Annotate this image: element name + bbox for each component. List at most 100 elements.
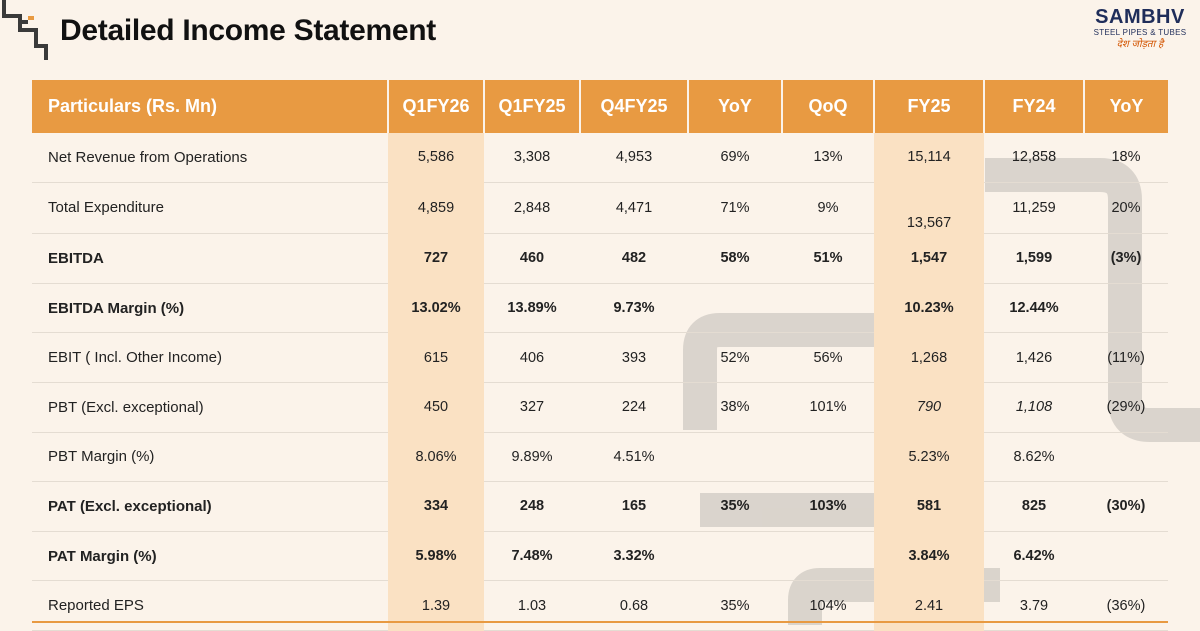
- table-cell: 5.23%: [874, 432, 984, 483]
- column-header-fy24: FY24: [984, 80, 1085, 133]
- table-cell: 2,848: [484, 182, 580, 235]
- table-cell: [782, 283, 874, 334]
- table-cell: 10.23%: [874, 283, 984, 334]
- table-cell: 8.06%: [388, 432, 484, 483]
- corner-pipe-icon: [2, 0, 48, 60]
- table-cell: 4.51%: [580, 432, 688, 483]
- table-row: PBT Margin (%) 8.06% 9.89% 4.51% 5.23% 8.62%: [32, 432, 1168, 483]
- table-cell: 103%: [782, 481, 874, 532]
- table-cell: 12,858: [984, 133, 1084, 183]
- table-cell: 69%: [688, 133, 782, 183]
- column-header-yoy: YoY: [688, 80, 783, 133]
- table-cell: 393: [580, 332, 688, 383]
- table-cell: 9%: [782, 182, 874, 235]
- table-cell: 35%: [688, 481, 782, 532]
- table-row: EBITDA Margin (%) 13.02% 13.89% 9.73% 10.23%…: [32, 283, 1168, 334]
- table-row: PBT (Excl. exceptional) 450 327 224 38% 101% 7…: [32, 382, 1168, 433]
- table-cell: 13.89%: [484, 283, 580, 334]
- table-header-row: Particulars (Rs. Mn) Q1FY26 Q1FY25 Q4FY25 Yo…: [32, 80, 1168, 133]
- row-label: PAT (Excl. exceptional): [32, 481, 388, 532]
- table-row: EBITDA 727 460 482 58% 51% 1,547 1,599 (3%): [32, 233, 1168, 284]
- table-cell: 4,953: [580, 133, 688, 183]
- table-cell: 7.48%: [484, 531, 580, 582]
- page-title: Detailed Income Statement: [60, 14, 436, 47]
- table-cell: 450: [388, 382, 484, 433]
- table-cell: 3,308: [484, 133, 580, 183]
- table-cell: 18%: [1084, 133, 1168, 183]
- table-cell: 615: [388, 332, 484, 383]
- column-header-yoy: YoY: [1084, 80, 1168, 133]
- table-row: Total Expenditure 4,859 2,848 4,471 71% 9% 13,…: [32, 182, 1168, 235]
- table-cell: 165: [580, 481, 688, 532]
- table-cell: (30%): [1084, 481, 1168, 532]
- table-cell: 334: [388, 481, 484, 532]
- table-cell: [688, 432, 782, 483]
- table-cell: (29%): [1084, 382, 1168, 433]
- table-cell: 406: [484, 332, 580, 383]
- logo-wordmark: SAMBHV: [1095, 6, 1185, 28]
- table-cell: [688, 283, 782, 334]
- table-cell: 13%: [782, 133, 874, 183]
- table-row: PAT (Excl. exceptional) 334 248 165 35% 103% 5…: [32, 481, 1168, 532]
- table-cell: 825: [984, 481, 1084, 532]
- column-header-particulars: Particulars (Rs. Mn): [32, 80, 389, 133]
- table-cell: 6.42%: [984, 531, 1084, 582]
- table-cell: 3.84%: [874, 531, 984, 582]
- row-label: EBITDA Margin (%): [32, 283, 388, 334]
- table-cell: 11,259: [984, 182, 1084, 235]
- row-label: EBITDA: [32, 233, 388, 284]
- table-cell: 15,114: [874, 133, 984, 183]
- table-cell: 13.02%: [388, 283, 484, 334]
- row-label: PBT Margin (%): [32, 432, 388, 483]
- table-cell: 5,586: [388, 133, 484, 183]
- table-cell: [782, 531, 874, 582]
- table-cell: 581: [874, 481, 984, 532]
- row-label: Net Revenue from Operations: [32, 133, 388, 183]
- row-label: Total Expenditure: [32, 182, 388, 235]
- table-cell: 224: [580, 382, 688, 433]
- table-cell: 9.73%: [580, 283, 688, 334]
- table-row: EBIT ( Incl. Other Income) 615 406 393 52% 56…: [32, 332, 1168, 383]
- company-logo: SAMBHV STEEL PIPES & TUBES देश जोड़ता है: [1090, 6, 1190, 51]
- logo-tagline: देश जोड़ता है: [1116, 39, 1164, 50]
- table-cell: 790: [874, 382, 984, 433]
- table-cell: 1,268: [874, 332, 984, 383]
- table-cell: [1084, 283, 1168, 334]
- table-cell: 1,547: [874, 233, 984, 284]
- column-header-q1fy26: Q1FY26: [388, 80, 485, 133]
- table-cell: 20%: [1084, 182, 1168, 235]
- table-cell: 1,426: [984, 332, 1084, 383]
- table-cell: 248: [484, 481, 580, 532]
- table-cell: 727: [388, 233, 484, 284]
- table-cell: 101%: [782, 382, 874, 433]
- bottom-divider: [32, 621, 1168, 623]
- table-cell: 51%: [782, 233, 874, 284]
- table-cell: (11%): [1084, 332, 1168, 383]
- row-label: PAT Margin (%): [32, 531, 388, 582]
- table-cell: 1,108: [984, 382, 1084, 433]
- column-header-fy25: FY25: [874, 80, 985, 133]
- table-cell: 71%: [688, 182, 782, 235]
- table-cell: 4,859: [388, 182, 484, 235]
- table-cell: 8.62%: [984, 432, 1084, 483]
- table-cell: 327: [484, 382, 580, 433]
- table-cell: (3%): [1084, 233, 1168, 284]
- column-header-q4fy25: Q4FY25: [580, 80, 689, 133]
- table-cell: [688, 531, 782, 582]
- logo-subtitle: STEEL PIPES & TUBES: [1093, 28, 1187, 37]
- table-cell: 52%: [688, 332, 782, 383]
- table-cell: 1,599: [984, 233, 1084, 284]
- table-cell: [1084, 531, 1168, 582]
- table-cell: 3.32%: [580, 531, 688, 582]
- table-cell: [1084, 432, 1168, 483]
- table-cell: 460: [484, 233, 580, 284]
- table-cell: 13,567: [874, 182, 984, 235]
- income-statement-table: Particulars (Rs. Mn) Q1FY26 Q1FY25 Q4FY25 Yo…: [32, 80, 1168, 631]
- table-row: PAT Margin (%) 5.98% 7.48% 3.32% 3.84% 6.42%: [32, 531, 1168, 582]
- table-cell: 12.44%: [984, 283, 1084, 334]
- row-label: EBIT ( Incl. Other Income): [32, 332, 388, 383]
- table-cell: 56%: [782, 332, 874, 383]
- row-label: PBT (Excl. exceptional): [32, 382, 388, 433]
- table-cell: [782, 432, 874, 483]
